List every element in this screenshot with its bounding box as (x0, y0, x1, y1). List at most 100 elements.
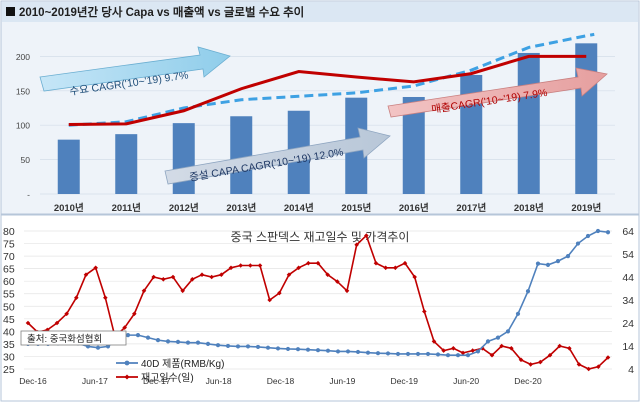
inventory-days-point (567, 346, 572, 351)
price-point (205, 341, 211, 347)
top-x-tick: 2019년 (571, 202, 601, 214)
inventory-days-point (45, 327, 50, 333)
price-point (465, 353, 471, 358)
left-y-tick: 70 (3, 251, 15, 263)
right-y-tick: 54 (622, 249, 634, 261)
inventory-days-point (257, 263, 263, 268)
left-y-tick: 35 (3, 339, 15, 351)
price-point (505, 329, 511, 334)
inventory-days-point (480, 346, 485, 351)
left-y-tick: 30 (3, 351, 15, 363)
inventory-days-point (170, 274, 176, 280)
price-point (565, 253, 571, 259)
inventory-days-point (441, 348, 446, 353)
top-x-tick: 2017년 (456, 202, 486, 214)
price-point (235, 344, 241, 349)
inventory-days-point (576, 362, 582, 367)
right-y-tick: 44 (622, 272, 634, 284)
inventory-days-point (489, 352, 495, 358)
right-y-tick: 64 (622, 226, 634, 238)
price-point (555, 259, 561, 264)
price-point (425, 351, 431, 357)
bottom-chart-title: 중국 스판덱스 재고일수 및 가격추이 (231, 230, 410, 244)
price-point (435, 352, 441, 357)
price-point (325, 348, 331, 353)
inventory-days-point (451, 346, 456, 351)
bottom-x-tick: Jun-20 (453, 376, 479, 386)
price-point (285, 346, 291, 352)
left-y-tick: 40 (3, 326, 15, 338)
inventory-days-point (286, 272, 292, 277)
top-x-tick: 2016년 (399, 202, 429, 214)
inventory-days-point (596, 364, 601, 369)
inventory-days-point (267, 297, 272, 303)
inventory-days-point (161, 277, 166, 282)
left-y-tick: 50 (3, 301, 15, 313)
inventory-days-point (64, 311, 69, 317)
inventory-days-point (335, 279, 340, 284)
inventory-days-point (180, 288, 185, 294)
top-x-tick: 2015년 (341, 202, 371, 214)
capa-bars (57, 43, 598, 195)
price-point (415, 351, 421, 357)
inventory-days-point (103, 295, 108, 300)
price-point (365, 350, 371, 355)
price-point (265, 345, 271, 350)
inventory-days-point (219, 272, 224, 277)
top-y-tick: 150 (16, 86, 30, 96)
right-y-tick: 34 (622, 295, 634, 307)
right-y-tick: 14 (622, 341, 634, 353)
capa-bar (57, 139, 80, 194)
inventory-days-point (248, 263, 253, 268)
price-point (375, 351, 381, 356)
capa-bar (230, 116, 253, 194)
inventory-days-point (518, 357, 524, 363)
top-x-tick: 2018년 (514, 202, 544, 214)
price-point (215, 343, 221, 348)
inventory-days-point (93, 265, 98, 271)
top-x-tick-labels: 2010년 2011년 2012년 2013년 2014년 2015년 2016년 2017년… (54, 202, 601, 214)
legend-stock-marker (124, 374, 130, 380)
price-point (535, 261, 541, 266)
right-y-tick: 24 (622, 318, 634, 330)
legend-price-marker (124, 360, 130, 366)
source-label: 출처: 중국화섬협회 (27, 333, 102, 345)
bottom-x-tick: Jun-18 (206, 376, 232, 386)
price-point (605, 230, 611, 235)
price-point (145, 335, 151, 340)
inventory-days-point (373, 260, 379, 266)
price-point (385, 351, 391, 356)
inventory-days-point (74, 295, 79, 300)
price-point (125, 333, 131, 338)
bottom-x-tick: Jun-17 (82, 376, 108, 386)
price-point (545, 262, 551, 267)
price-point (475, 349, 481, 354)
inventory-days-point (122, 325, 127, 330)
top-panel (0, 0, 640, 215)
bottom-x-tick: Dec-17 (143, 376, 171, 386)
top-x-tick: 2014년 (284, 202, 314, 214)
price-point (185, 340, 191, 345)
top-chart-title: 2010~2019년간 당사 Capa vs 매출액 vs 글로벌 수요 추이 (19, 5, 304, 19)
title-bar (2, 2, 638, 22)
capa-bar (115, 134, 138, 194)
price-point (355, 349, 361, 355)
inventory-days-point (431, 339, 437, 344)
price-point (315, 348, 321, 353)
top-x-tick: 2011년 (112, 202, 141, 214)
inventory-days-point (557, 343, 562, 349)
price-point (295, 347, 301, 352)
inventory-days-point (238, 263, 243, 268)
inventory-days-point (402, 260, 408, 266)
top-x-tick: 2010년 (54, 202, 84, 214)
price-point (255, 344, 261, 350)
price-point (135, 333, 141, 338)
top-y-tick: 50 (21, 155, 31, 165)
inventory-days-point (547, 352, 553, 358)
inventory-days-point (83, 272, 89, 277)
left-y-tick: 45 (3, 314, 15, 326)
price-point (275, 346, 281, 351)
left-y-tick: 55 (3, 289, 15, 301)
